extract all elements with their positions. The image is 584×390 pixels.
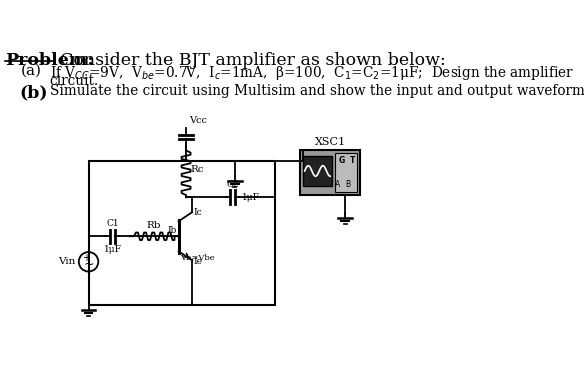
Text: Ic: Ic: [193, 208, 202, 217]
Text: Vb=Vbe: Vb=Vbe: [180, 254, 215, 262]
Text: circuit.: circuit.: [50, 74, 99, 88]
Text: XSC1: XSC1: [315, 137, 346, 147]
Text: 1μF: 1μF: [242, 193, 260, 202]
Bar: [89, 161, 274, 305]
Text: G: G: [339, 156, 345, 165]
Text: 1μF: 1μF: [103, 245, 121, 254]
Text: (b): (b): [19, 84, 48, 101]
Text: (a): (a): [21, 64, 42, 78]
Text: Problem:: Problem:: [5, 52, 94, 69]
Text: Rb: Rb: [147, 221, 161, 230]
Text: Rc: Rc: [190, 165, 204, 174]
Text: T: T: [350, 156, 355, 165]
Text: Ib: Ib: [167, 226, 176, 235]
Text: C1: C1: [106, 219, 119, 228]
Text: If V$_{CC}$=9V,  V$_{be}$=0.7V,  I$_c$=1mA,  β=100,  C$_1$=C$_2$=1μF;  Design th: If V$_{CC}$=9V, V$_{be}$=0.7V, I$_c$=1mA…: [50, 64, 574, 82]
Text: C2: C2: [227, 180, 239, 189]
Bar: [300, 150, 360, 195]
Text: Vin: Vin: [58, 257, 76, 266]
Bar: [303, 156, 332, 186]
Text: ~: ~: [84, 258, 95, 271]
Text: +: +: [82, 253, 91, 263]
Text: Vcc: Vcc: [189, 116, 207, 125]
Text: A: A: [335, 180, 340, 189]
Text: Ie: Ie: [193, 257, 203, 266]
Text: B: B: [345, 180, 350, 189]
Text: Consider the BJT amplifier as shown below:: Consider the BJT amplifier as shown belo…: [60, 52, 446, 69]
Bar: [335, 153, 357, 192]
Text: Simulate the circuit using Multisim and show the input and output waveforms.: Simulate the circuit using Multisim and …: [50, 84, 584, 98]
